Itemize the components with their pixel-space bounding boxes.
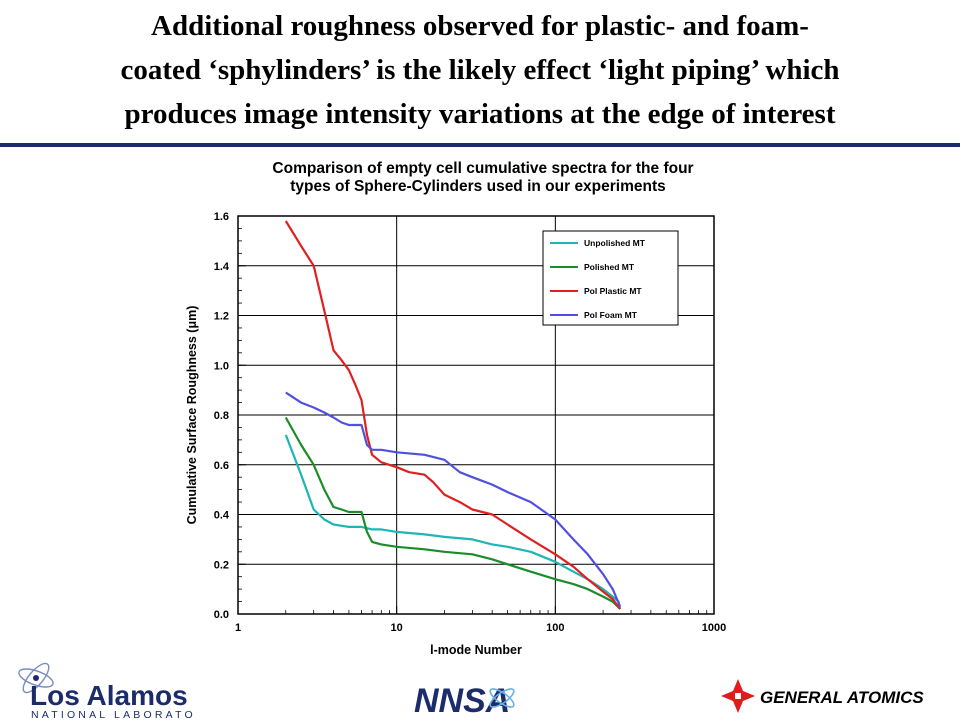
nnsa-atom-icon <box>489 688 515 708</box>
atom-icon <box>18 662 54 694</box>
y-tick-label: 0.8 <box>214 410 229 422</box>
y-tick-label: 0.4 <box>214 510 230 522</box>
series-line <box>285 391 622 607</box>
los-alamos-wordmark: Los Alamos <box>30 680 188 711</box>
nnsa-logo: NNSA <box>414 682 515 720</box>
y-tick-label: 1.6 <box>214 211 229 223</box>
los-alamos-logo: Los Alamos NATIONAL LABORATORY <box>18 662 194 718</box>
roughness-chart: Comparison of empty cell cumulative spec… <box>185 160 727 657</box>
legend-label: Unpolished MT <box>584 238 646 248</box>
y-tick-label: 0.0 <box>214 609 229 621</box>
ga-emblem-icon <box>721 679 755 713</box>
slide-title: Additional roughness observed for plasti… <box>0 4 960 136</box>
y-tick-label: 1.4 <box>214 261 230 273</box>
x-tick-label: 1000 <box>702 622 726 634</box>
x-tick-label: 100 <box>546 622 564 634</box>
y-tick-label: 1.0 <box>214 360 229 372</box>
chart-title-line: Comparison of empty cell cumulative spec… <box>272 160 693 177</box>
chart-legend: Unpolished MT Polished MT Pol Plastic MT Po… <box>542 230 679 326</box>
slide-title-line: coated ‘sphylinders’ is the likely effec… <box>120 54 840 86</box>
chart-title-line: types of Sphere-Cylinders used in our ex… <box>290 178 666 195</box>
y-tick-label: 0.6 <box>214 460 229 472</box>
y-tick-label: 0.2 <box>214 559 229 571</box>
chart-tick-labels: 0.0 0.2 0.4 0.6 0.8 1.0 1.2 1.4 1.6 1 10 100 1000 <box>214 211 727 634</box>
x-axis-label: l-mode Number <box>430 643 522 657</box>
y-axis-label: Cumulative Surface Roughness (μm) <box>185 306 199 525</box>
legend-label: Pol Foam MT <box>584 310 638 320</box>
legend-label: Polished MT <box>584 262 635 272</box>
nnsa-wordmark: NNSA <box>414 682 510 720</box>
legend-label: Pol Plastic MT <box>584 286 642 296</box>
chart-title: Comparison of empty cell cumulative spec… <box>272 160 693 195</box>
plot-frame <box>237 215 715 615</box>
legend-box <box>542 230 679 326</box>
title-divider <box>0 143 960 147</box>
ga-wordmark: GENERAL ATOMICS <box>760 688 924 707</box>
slide-title-line: Additional roughness observed for plasti… <box>151 10 809 42</box>
y-tick-label: 1.2 <box>214 311 229 323</box>
x-tick-label: 10 <box>391 622 403 634</box>
general-atomics-logo: GENERAL ATOMICS <box>721 679 924 713</box>
slide-title-line: produces image intensity variations at t… <box>124 98 836 130</box>
chart-series <box>284 220 622 610</box>
los-alamos-subtext: NATIONAL LABORATORY <box>31 709 194 718</box>
series-line <box>284 416 621 610</box>
x-tick-label: 1 <box>235 622 241 634</box>
series-line <box>284 220 621 610</box>
